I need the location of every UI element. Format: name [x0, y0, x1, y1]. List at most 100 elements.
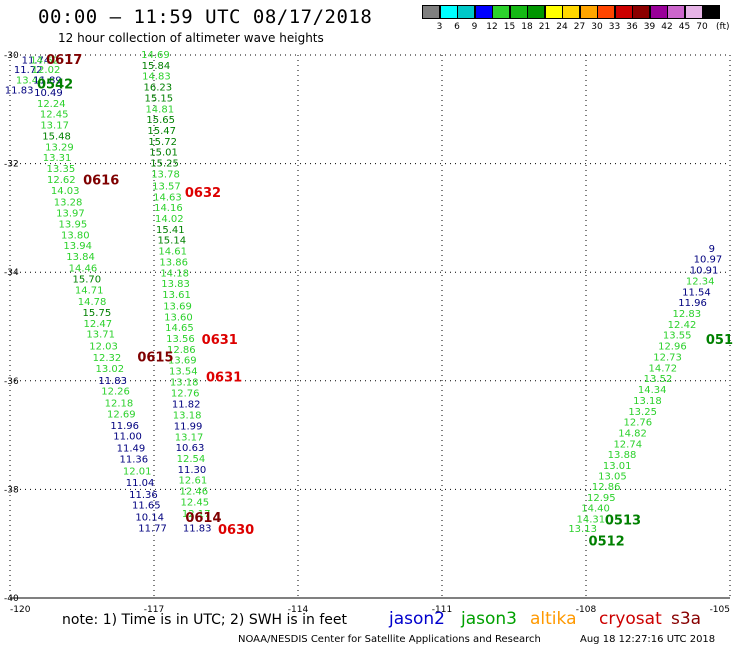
pass-time-label: 0631 [206, 371, 242, 386]
wave-height-value: 15.84 [142, 61, 171, 72]
wave-height-value: 13.69 [168, 356, 197, 367]
pass-time-label: 0512 [589, 535, 625, 550]
wave-height-value: 15.70 [72, 274, 101, 285]
y-tick-label: -36 [4, 377, 19, 387]
colorbar-tick-label: 70 [696, 22, 708, 32]
wave-height-value: 12.32 [93, 353, 122, 364]
colorbar-tick-label: 33 [608, 22, 621, 32]
wave-height-value: 12.45 [180, 497, 209, 508]
wave-height-value: 11.72 [14, 65, 43, 76]
footer-note: note: 1) Time is in UTC; 2) SWH is in fe… [62, 612, 348, 628]
wave-height-value: 10.91 [690, 266, 719, 277]
wave-height-value: 12.62 [47, 175, 76, 186]
satellite-legend-jason3: jason3 [461, 609, 517, 629]
wave-height-value: 14.31 [576, 514, 605, 525]
wave-height-value: 14.03 [51, 186, 80, 197]
wave-height-value: 11.65 [132, 501, 161, 512]
wave-height-value: 13.46 [16, 76, 45, 87]
wave-height-value: 12.86 [592, 482, 621, 493]
wave-height-value: 14.71 [75, 286, 104, 297]
wave-height-value: 15.75 [83, 308, 112, 319]
colorbar-tick-label: 21 [538, 22, 551, 32]
wave-height-value: 11.00 [113, 432, 142, 443]
wave-height-value: 14.78 [78, 297, 107, 308]
wave-height-value: 13.94 [63, 241, 92, 252]
colorbar-tick-label: 18 [521, 22, 533, 32]
wave-height-value: 14.61 [158, 247, 187, 258]
wave-height-value: 15.47 [147, 126, 176, 137]
pass-time-label: 0614 [185, 511, 221, 526]
wave-height-value: 14.65 [165, 323, 194, 334]
colorbar-tick-label: 24 [556, 22, 568, 32]
wave-height-value: 13.71 [86, 330, 115, 341]
colorbar-tick-label: 42 [661, 22, 673, 32]
wave-height-value: 11.77 [138, 523, 167, 534]
wave-height-value: 12.69 [107, 409, 136, 420]
wave-height-value: 12.73 [653, 352, 682, 363]
wave-height-value: 10.97 [694, 255, 723, 266]
wave-height-value: 13.69 [163, 301, 192, 312]
wave-height-value: 13.05 [598, 471, 627, 482]
wave-height-value: 12.61 [179, 476, 208, 487]
wave-height-value: 12.54 [177, 454, 206, 465]
x-tick-label: -117 [144, 605, 164, 615]
wave-height-value: 15.14 [157, 236, 186, 247]
wave-height-value: 15.72 [148, 137, 177, 148]
wave-height-value: 12.46 [180, 487, 209, 498]
footer-credit: NOAA/NESDIS Center for Satellite Applica… [238, 634, 541, 645]
wave-height-value: 12.47 [84, 319, 113, 330]
wave-height-value: 13.17 [40, 121, 69, 132]
colorbar-tick-label: 12 [486, 22, 498, 32]
wave-height-value: 11.83 [98, 376, 127, 387]
colorbar-unit: (ft) [716, 22, 730, 32]
y-tick-label: -30 [4, 51, 19, 61]
wave-height-value: 13.18 [173, 411, 202, 422]
wave-height-value: 13.78 [151, 169, 180, 180]
satellite-legend-cryosat: cryosat [599, 609, 662, 629]
wave-height-value: 12.03 [89, 342, 118, 353]
wave-height-value: 14.02 [155, 214, 184, 225]
satellite-legend-altika: altika [530, 609, 577, 629]
wave-height-value: 16.23 [144, 83, 173, 94]
pass-time-label: 0630 [218, 523, 254, 538]
wave-height-value: 11.83 [183, 523, 212, 534]
y-tick-label: -38 [4, 485, 19, 495]
wave-height-value: 13.80 [61, 230, 90, 241]
wave-height-value: 12.42 [668, 320, 697, 331]
wave-height-value: 12.02 [32, 65, 61, 76]
wave-height-value: 11.82 [172, 400, 201, 411]
y-tick-label: -40 [4, 594, 19, 604]
wave-height-value: 13.17 [175, 432, 204, 443]
wave-height-value: 15.41 [156, 225, 185, 236]
wave-height-value: 13.88 [608, 450, 637, 461]
x-tick-label: -108 [576, 605, 597, 615]
wave-height-value: 13.29 [45, 142, 74, 153]
wave-height-value: 12.17 [182, 509, 211, 520]
wave-height-value: 13.35 [47, 164, 76, 175]
wave-height-value: 12.45 [40, 110, 69, 121]
pass-time-label: 0615 [137, 350, 173, 365]
wave-height-value: 11.99 [174, 421, 203, 432]
wave-height-value: 10.63 [176, 443, 205, 454]
pass-time-label: 0617 [46, 53, 82, 68]
wave-height-value: 13.57 [152, 181, 181, 192]
colorbar-tick-label: 3 [436, 22, 443, 32]
wave-height-value: 13.25 [628, 407, 657, 418]
wave-height-value: 13.02 [96, 364, 125, 375]
colorbar-tick-label: 15 [503, 22, 516, 32]
wave-height-value: 12.83 [672, 309, 701, 320]
satellite-legend-jason2: jason2 [389, 609, 445, 629]
wave-height-value: 11.96 [110, 421, 139, 432]
wave-height-value: 14.34 [638, 385, 667, 396]
wave-height-value: 13.13 [568, 524, 597, 535]
pass-time-label: 0632 [185, 186, 221, 201]
wave-height-value: 9 [709, 244, 715, 255]
wave-height-value: 13.84 [66, 252, 95, 263]
wave-height-value: 13.86 [159, 257, 188, 268]
pass-time-label: 0513 [605, 513, 641, 528]
colorbar-tick-label: 6 [454, 22, 460, 32]
colorbar-tick-label: 39 [643, 22, 656, 32]
footer-timestamp: Aug 18 12:27:16 UTC 2018 [580, 634, 716, 645]
wave-height-value: 10.14 [135, 513, 164, 524]
